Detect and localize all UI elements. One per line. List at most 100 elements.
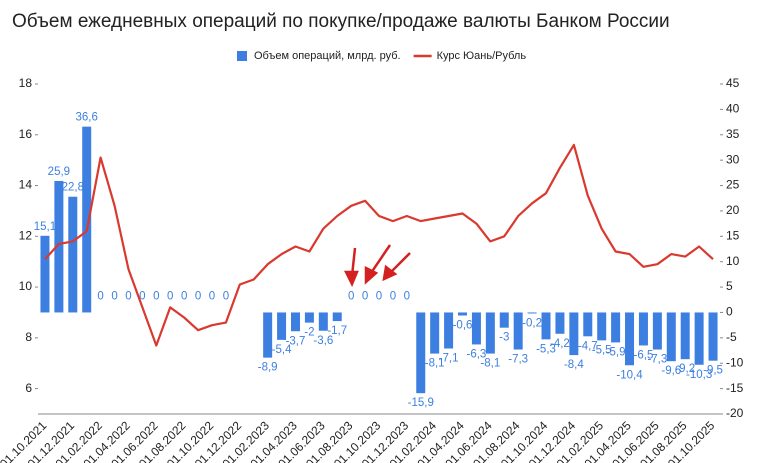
- line: [44, 143, 714, 347]
- value-label: -2: [304, 327, 314, 339]
- bar: [652, 312, 662, 350]
- bar: [597, 312, 607, 341]
- y2-tick-label: 15: [726, 228, 740, 242]
- bar: [625, 312, 635, 366]
- bar: [304, 312, 314, 323]
- value-label: 0: [195, 290, 201, 302]
- y2-tick-label: 40: [726, 102, 740, 116]
- bar: [666, 312, 676, 362]
- bar: [68, 196, 78, 313]
- value-label: 25,9: [48, 166, 70, 178]
- y2-tick-label: -5: [726, 330, 737, 344]
- value-label: 0: [348, 290, 354, 302]
- y-tick-label: 16: [19, 127, 33, 141]
- value-label: 0: [153, 290, 159, 302]
- legend-label: Объем операций, млрд. руб.: [254, 50, 401, 62]
- bar: [82, 126, 92, 313]
- bar: [430, 312, 440, 354]
- value-label: -9,6: [661, 365, 681, 377]
- value-label: 0: [404, 290, 410, 302]
- value-label: 0: [125, 290, 131, 302]
- y-tick-label: 18: [19, 76, 33, 90]
- bar: [485, 312, 495, 354]
- bar: [513, 312, 523, 350]
- y2-tick-label: 45: [726, 76, 740, 90]
- value-label: 0: [111, 290, 117, 302]
- bar: [458, 312, 468, 316]
- bar: [416, 312, 426, 394]
- chart-title: Объем ежедневных операций по покупке/про…: [12, 11, 670, 32]
- bar: [277, 312, 287, 340]
- bar: [290, 312, 300, 332]
- bar: [541, 312, 551, 340]
- y2-tick-label: 25: [726, 178, 740, 192]
- bar: [638, 312, 648, 346]
- value-label: -10,3: [686, 369, 712, 381]
- y2-tick-label: 30: [726, 152, 740, 166]
- value-label: -5,9: [606, 346, 626, 358]
- value-label: -5,4: [272, 344, 292, 356]
- bar: [332, 312, 342, 322]
- y2-tick-label: 5: [726, 279, 733, 293]
- y2-tick-label: -15: [726, 381, 744, 395]
- value-label: 0: [97, 290, 103, 302]
- value-label: -9,2: [675, 363, 695, 375]
- bar: [708, 312, 718, 361]
- legend-label: Курс Юань/Рубль: [437, 50, 527, 62]
- value-label: -6,5: [634, 349, 654, 361]
- y-tick-label: 10: [19, 279, 33, 293]
- value-label: 22,8: [62, 182, 84, 194]
- value-label: 0: [209, 290, 215, 302]
- value-label: -0,6: [453, 320, 473, 332]
- value-label: 0: [167, 290, 173, 302]
- value-label: 0: [390, 290, 396, 302]
- bar: [471, 312, 481, 345]
- bar: [569, 312, 579, 356]
- value-label: -3,6: [313, 335, 333, 347]
- value-label: 0: [362, 290, 368, 302]
- value-label: -3,7: [286, 335, 306, 347]
- y2-tick-label: -10: [726, 355, 744, 369]
- bar: [527, 312, 537, 314]
- value-label: -7,3: [647, 354, 667, 366]
- value-label: -7,3: [508, 354, 528, 366]
- legend-swatch: [237, 51, 247, 61]
- y2-tick-label: 20: [726, 203, 740, 217]
- value-label: -8,1: [425, 358, 445, 370]
- value-label: -4,7: [578, 340, 598, 352]
- value-label: 0: [376, 290, 382, 302]
- bar: [54, 180, 64, 313]
- value-label: -5,3: [536, 343, 556, 355]
- value-label: -1,7: [327, 325, 347, 337]
- bar: [318, 312, 328, 331]
- bar: [499, 312, 509, 328]
- annotation-arrows: [343, 244, 411, 288]
- value-label: -7,1: [439, 353, 459, 365]
- bar: [555, 312, 565, 334]
- value-label: -15,9: [408, 397, 434, 409]
- y2-tick-label: 10: [726, 254, 740, 268]
- bar: [680, 312, 690, 360]
- value-label: -4,2: [550, 338, 570, 350]
- y2-tick-label: 35: [726, 127, 740, 141]
- value-label: -5,5: [592, 344, 612, 356]
- bar: [611, 312, 621, 343]
- y2-tick-label: -20: [726, 406, 744, 420]
- y-tick-label: 8: [25, 330, 32, 344]
- value-label: -10,4: [616, 369, 643, 381]
- bar: [263, 312, 273, 358]
- value-label: 0: [181, 290, 187, 302]
- bar: [40, 235, 50, 313]
- value-label: -8,4: [564, 359, 584, 371]
- value-label: -0,2: [522, 318, 542, 330]
- value-label: -3: [499, 332, 509, 344]
- value-label: 15,1: [34, 221, 56, 233]
- value-label: -8,9: [258, 362, 278, 374]
- bar: [444, 312, 454, 349]
- value-label: -9,5: [703, 365, 723, 377]
- value-label: 0: [223, 290, 229, 302]
- bar: [583, 312, 593, 337]
- y-tick-label: 14: [19, 178, 33, 192]
- value-label: -8,1: [480, 358, 500, 370]
